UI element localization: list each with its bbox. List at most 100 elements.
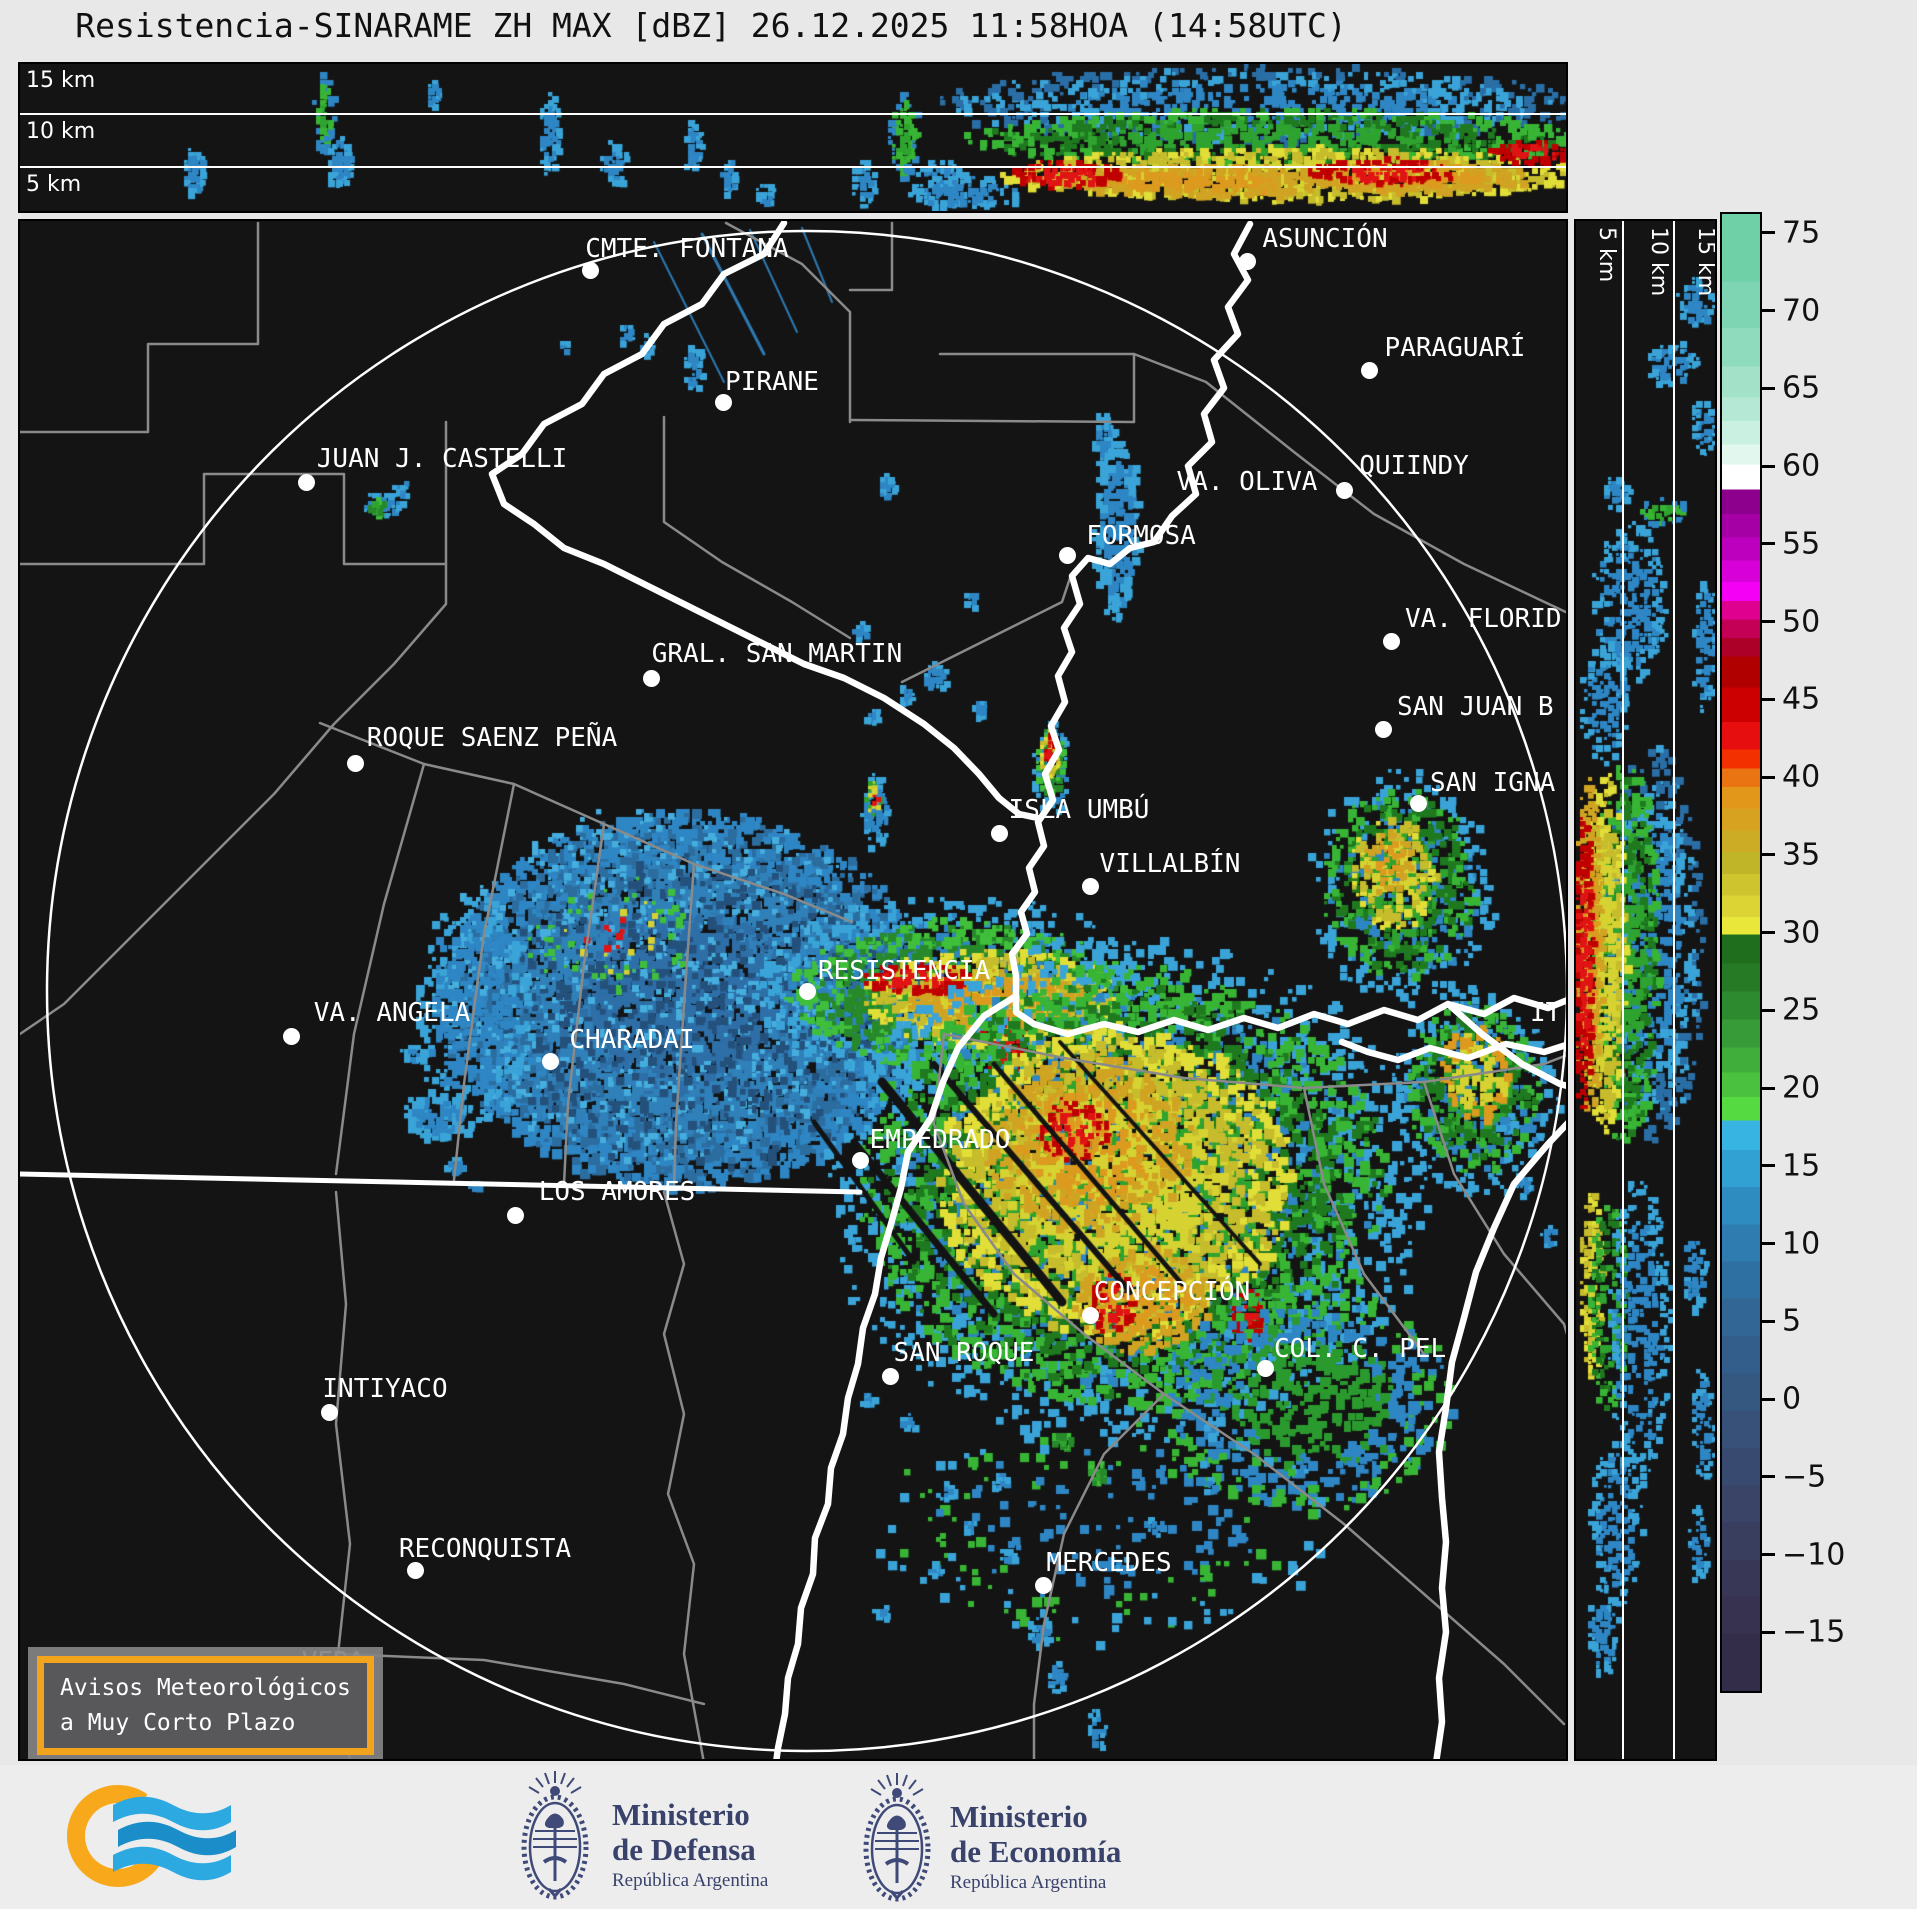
altitude-label: 5 km xyxy=(26,172,82,197)
colorbar-tick-label: 60 xyxy=(1782,448,1821,484)
city-dot xyxy=(406,1561,424,1579)
altitude-label: 10 km xyxy=(26,119,96,144)
colorbar-tick-label: 55 xyxy=(1782,526,1821,562)
altitude-label-rotated: 15 km xyxy=(1693,227,1717,297)
colorbar-tick xyxy=(1762,1242,1775,1246)
colorbar-tick xyxy=(1762,1553,1775,1557)
colorbar-tick-label: 15 xyxy=(1782,1148,1821,1184)
city-label: SAN ROQUE xyxy=(893,1338,1035,1368)
city-dot xyxy=(1058,546,1076,564)
defensa-coat-of-arms-icon xyxy=(521,1771,589,1900)
colorbar-tick xyxy=(1762,1630,1775,1634)
defensa-line3: República Argentina xyxy=(612,1870,769,1892)
city-dot xyxy=(581,261,599,279)
city-label: VA. ANGELA xyxy=(313,998,471,1028)
colorbar-tick xyxy=(1762,931,1775,935)
city-label: COL. C. PEL xyxy=(1274,1334,1447,1364)
altitude-line-10km xyxy=(20,113,1566,115)
colorbar-tick-label: 10 xyxy=(1782,1226,1821,1262)
city-dot xyxy=(990,824,1008,842)
colorbar-tick-label: −15 xyxy=(1782,1614,1846,1650)
city-dot xyxy=(1374,720,1392,738)
city-label: FORMOSA xyxy=(1086,521,1196,551)
city-dot xyxy=(541,1052,559,1070)
city-dot xyxy=(346,754,364,772)
city-label: ROQUE SAENZ PEÑA xyxy=(366,723,618,753)
colorbar-tick-label: 40 xyxy=(1782,759,1821,795)
city-label: VA. OLIVA xyxy=(1176,467,1318,497)
colorbar-tick xyxy=(1762,542,1775,546)
city-dot xyxy=(1335,481,1353,499)
city-dot xyxy=(506,1206,524,1224)
colorbar-tick-label: 20 xyxy=(1782,1070,1821,1106)
economia-line3: República Argentina xyxy=(950,1872,1107,1894)
city-dot xyxy=(1256,1359,1274,1377)
city-label: MERCEDES xyxy=(1046,1548,1172,1578)
city-dot xyxy=(881,1367,899,1385)
colorbar-tick-label: 30 xyxy=(1782,915,1821,951)
city-dot xyxy=(1382,632,1400,650)
geography-overlay xyxy=(20,221,1566,1759)
defensa-line2: de Defensa xyxy=(612,1831,756,1867)
page-title: Resistencia-SINARAME ZH MAX [dBZ] 26.12.… xyxy=(75,6,1347,45)
radar-echoes-canvas xyxy=(20,221,1566,1759)
economia-text: Ministerio de Economía República Argenti… xyxy=(950,1799,1122,1894)
colorbar-tick-label: 5 xyxy=(1782,1303,1802,1339)
colorbar-tick-label: −10 xyxy=(1782,1537,1846,1573)
city-label: IT xyxy=(1530,998,1562,1028)
colorbar-tick xyxy=(1762,464,1775,468)
colorbar-tick xyxy=(1762,1008,1775,1012)
colorbar-tick xyxy=(1762,1397,1775,1401)
city-label: QUIINDY xyxy=(1359,451,1469,481)
city-dot xyxy=(1238,252,1256,270)
city-dot xyxy=(851,1151,869,1169)
radar-map-panel: CMTE. FONTANA PIRANE ASUNCIÓN PARAGUARÍ QUII… xyxy=(18,219,1568,1761)
city-label: RECONQUISTA xyxy=(398,1534,572,1564)
colorbar-tick xyxy=(1762,1319,1775,1323)
city-label: PARAGUARÍ xyxy=(1384,333,1526,363)
colorbar-tick xyxy=(1762,620,1775,624)
avisos-box[interactable]: Avisos Meteorológicos a Muy Corto Plazo xyxy=(28,1647,383,1759)
city-dot xyxy=(320,1403,338,1421)
economia-line1: Ministerio xyxy=(950,1799,1088,1834)
colorbar-tick xyxy=(1762,853,1775,857)
colorbar-tick-label: 65 xyxy=(1782,370,1821,406)
colorbar-tick-label: 70 xyxy=(1782,293,1821,329)
colorbar-tick-label: −5 xyxy=(1782,1459,1827,1495)
colorbar-tick-label: 25 xyxy=(1782,992,1821,1028)
city-label: LOS AMORES xyxy=(538,1177,696,1207)
defensa-text: Ministerio de Defensa República Argentin… xyxy=(612,1797,769,1892)
altitude-label-rotated: 5 km xyxy=(1594,227,1619,283)
economia-coat-of-arms-icon xyxy=(863,1773,931,1902)
altitude-line-5km xyxy=(20,166,1566,168)
economia-line2: de Economía xyxy=(950,1833,1122,1869)
colorbar-tick-label: 45 xyxy=(1782,681,1821,717)
city-label: PIRANE xyxy=(725,367,819,397)
city-label: CONCEPCIÓN xyxy=(1093,1277,1251,1307)
city-dot xyxy=(798,982,816,1000)
footer: Servicio Meteorológico Nacional Argentin… xyxy=(0,1765,1917,1909)
city-label: INTIYACO xyxy=(322,1374,448,1404)
city-dot xyxy=(1081,877,1099,895)
city-label: RESISTENCIA xyxy=(817,956,991,986)
city-dot xyxy=(1409,794,1427,812)
smn-logo-icon xyxy=(67,1785,236,1887)
city-dot xyxy=(1081,1306,1099,1324)
colorbar-tick xyxy=(1762,775,1775,779)
colorbar-tick xyxy=(1762,231,1775,235)
colorbar-tick-label: 35 xyxy=(1782,837,1821,873)
avisos-box-inner: Avisos Meteorológicos a Muy Corto Plazo xyxy=(37,1656,374,1755)
colorbar-tick-label: 50 xyxy=(1782,604,1821,640)
defensa-line1: Ministerio xyxy=(612,1797,750,1832)
top-cross-section-panel: 15 km 10 km 5 km xyxy=(18,62,1568,213)
altitude-label: 15 km xyxy=(26,68,96,93)
dbz-colorbar xyxy=(1720,212,1762,1693)
city-label: EMPEDRADO xyxy=(869,1125,1011,1155)
city-label: CMTE. FONTANA xyxy=(585,234,789,264)
colorbar-tick xyxy=(1762,1164,1775,1168)
city-label: JUAN J. CASTELLI xyxy=(316,444,568,474)
city-dot xyxy=(297,473,315,491)
city-label: GRAL. SAN MARTIN xyxy=(651,639,903,669)
city-label: SAN IGNA xyxy=(1430,768,1556,798)
